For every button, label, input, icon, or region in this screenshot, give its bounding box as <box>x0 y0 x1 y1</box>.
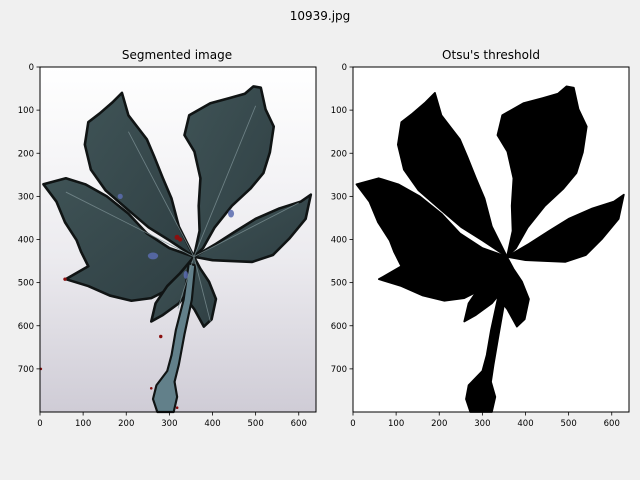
figure-suptitle: 10939.jpg <box>290 9 351 23</box>
otsu-threshold-y-tick-label: 500 <box>331 279 347 289</box>
otsu-threshold-y-tick-label: 0 <box>342 63 347 73</box>
otsu-threshold-x-tick-label: 100 <box>388 419 404 429</box>
otsu-threshold-y-tick-label: 100 <box>331 106 347 116</box>
segmented-image-y-tick-label: 100 <box>18 106 34 116</box>
otsu-threshold-y-tick-label: 200 <box>331 149 347 159</box>
otsu-threshold-panel: Otsu's threshold 0 100 200 300 400 500 600 0 100… <box>331 48 629 429</box>
segmented-image-x-tick-label: 100 <box>75 419 91 429</box>
otsu-threshold-x-tick-label: 400 <box>517 419 533 429</box>
segmented-image-y-tick-label: 200 <box>18 149 34 159</box>
otsu-threshold-y-tick-label: 300 <box>331 192 347 202</box>
segmented-image-x-tick-label: 300 <box>161 419 177 429</box>
segmented-image-x-tick-label: 400 <box>204 419 220 429</box>
segmented-image-x-tick-label: 600 <box>291 419 307 429</box>
segmented-image-y-tick-label: 400 <box>18 236 34 246</box>
otsu-threshold-title: Otsu's threshold <box>442 48 540 62</box>
segmented-image-title: Segmented image <box>122 48 232 62</box>
otsu-threshold-x-tick-label: 200 <box>431 419 447 429</box>
segmented-image-panel: Segmented image <box>18 48 316 429</box>
otsu-threshold-x-tick-label: 0 <box>350 419 355 429</box>
segmented-image-x-tick-label: 0 <box>37 419 42 429</box>
otsu-threshold-y-tick-label: 600 <box>331 322 347 332</box>
otsu-threshold-y-tick-label: 400 <box>331 236 347 246</box>
segmented-image-x-tick-label: 200 <box>118 419 134 429</box>
otsu-threshold-y-tick-label: 700 <box>331 365 347 375</box>
otsu-threshold-plot <box>353 67 629 412</box>
otsu-threshold-x-tick-label: 300 <box>474 419 490 429</box>
segmented-image-y-tick-label: 500 <box>18 279 34 289</box>
segmented-image-y-tick-label: 600 <box>18 322 34 332</box>
otsu-threshold-x-tick-label: 600 <box>604 419 620 429</box>
segmented-image-x-tick-label: 500 <box>248 419 264 429</box>
segmented-image-y-tick-label: 0 <box>29 63 34 73</box>
segmented-image-y-tick-label: 700 <box>18 365 34 375</box>
segmented-image-plot <box>40 67 316 412</box>
otsu-threshold-x-tick-label: 500 <box>561 419 577 429</box>
segmented-image-y-tick-label: 300 <box>18 192 34 202</box>
